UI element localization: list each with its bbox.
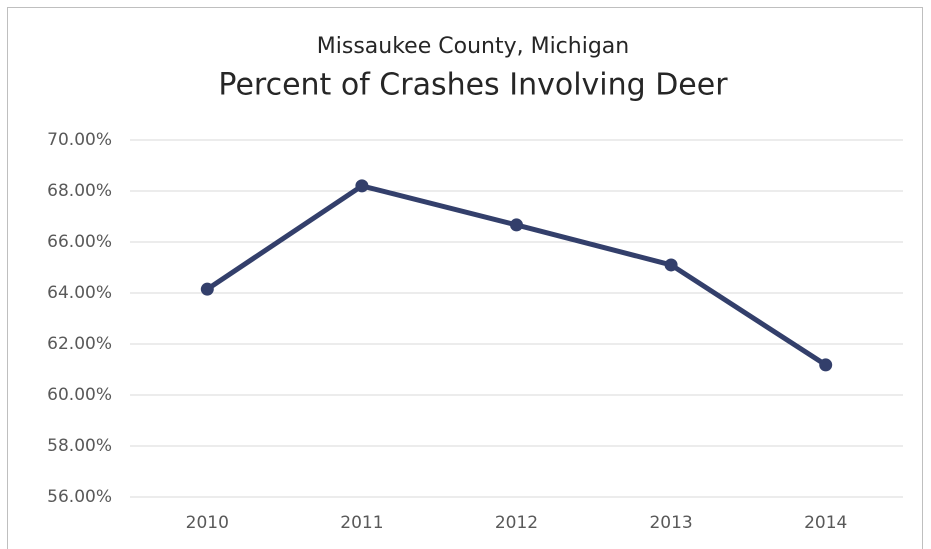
y-tick-label: 60.00% <box>47 385 112 405</box>
y-tick-label: 58.00% <box>47 436 112 456</box>
marker <box>664 258 678 272</box>
y-tick-label: 62.00% <box>47 334 112 354</box>
x-tick-label: 2010 <box>186 513 229 533</box>
x-tick-label: 2011 <box>340 513 383 533</box>
marker <box>355 179 369 193</box>
chart-border <box>7 7 923 549</box>
y-tick-label: 70.00% <box>47 130 112 150</box>
chart-title: Percent of Crashes Involving Deer <box>218 68 728 103</box>
x-tick-label: 2014 <box>804 513 847 533</box>
y-tick-label: 68.00% <box>47 181 112 201</box>
x-tick-label: 2013 <box>649 513 692 533</box>
x-tick-label: 2012 <box>495 513 538 533</box>
y-tick-label: 64.00% <box>47 283 112 303</box>
marker <box>819 358 833 372</box>
marker <box>510 218 523 232</box>
y-tick-label: 66.00% <box>47 232 112 252</box>
marker <box>200 282 214 296</box>
y-tick-label: 56.00% <box>47 487 112 507</box>
chart-subtitle: Missaukee County, Michigan <box>317 34 629 59</box>
